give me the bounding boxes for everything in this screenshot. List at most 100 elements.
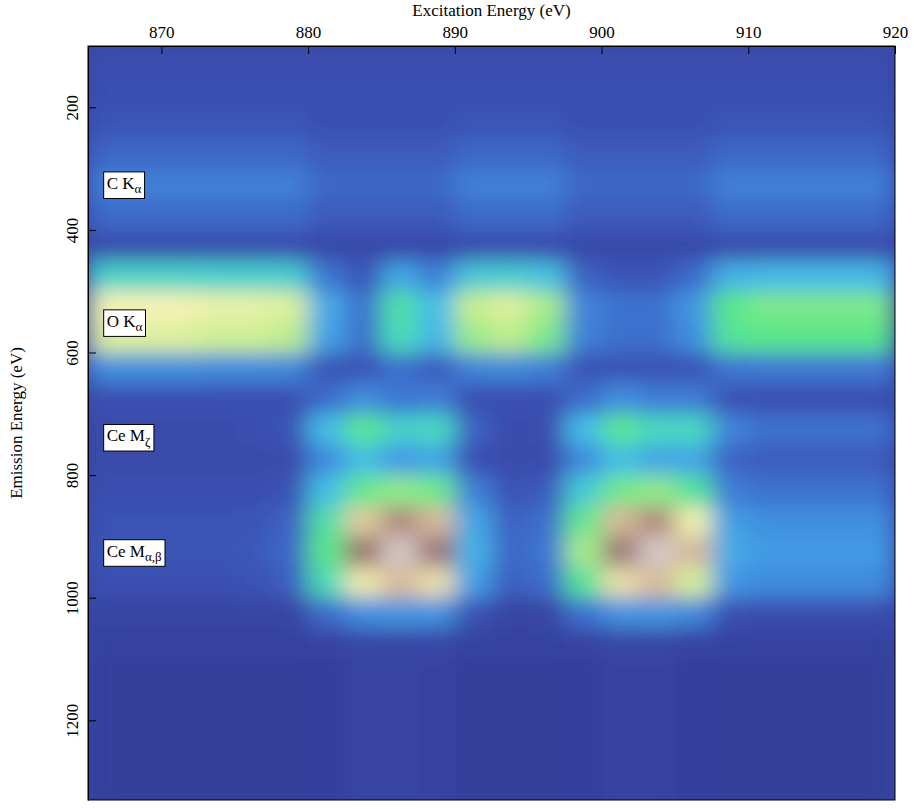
heatmap-cell (345, 782, 382, 800)
heatmap-cell (492, 322, 529, 353)
heatmap-cell (345, 199, 382, 230)
heatmap-cell (675, 46, 712, 77)
heatmap-cell (345, 230, 382, 261)
heatmap-cell (492, 107, 529, 138)
heatmap-cell (492, 751, 529, 782)
heatmap-cell (492, 414, 529, 445)
annotation: O Kα (104, 310, 146, 337)
heatmap-cell (271, 720, 308, 751)
y-tick-mark (88, 598, 96, 599)
heatmap-cell (161, 536, 198, 567)
heatmap-cell (418, 506, 455, 537)
x-tick-mark (308, 46, 309, 54)
heatmap-cell (565, 169, 602, 200)
heatmap-cell (492, 353, 529, 384)
heatmap-cell (602, 598, 639, 629)
heatmap-cell (161, 77, 198, 108)
heatmap-cell (161, 291, 198, 322)
heatmap-cell (198, 261, 235, 292)
heatmap-cell (822, 414, 859, 445)
heatmap-cell (528, 475, 565, 506)
heatmap-cell (712, 414, 749, 445)
heatmap-cell (88, 690, 125, 721)
heatmap-cell (381, 536, 418, 567)
annotation-main: Ce M (107, 542, 145, 561)
heatmap-cell (125, 720, 162, 751)
heatmap-cell (675, 444, 712, 475)
heatmap-cell (381, 444, 418, 475)
heatmap-cell (345, 690, 382, 721)
heatmap-cell (418, 353, 455, 384)
heatmap-cell (455, 659, 492, 690)
heatmap-cell (418, 690, 455, 721)
plot-frame (88, 46, 895, 800)
heatmap-cell (271, 506, 308, 537)
heatmap-cell (161, 628, 198, 659)
heatmap-cell (565, 628, 602, 659)
heatmap-cell (235, 169, 272, 200)
heatmap-cell (822, 628, 859, 659)
heatmap-cell (308, 138, 345, 169)
heatmap-cell (675, 414, 712, 445)
heatmap-cell (418, 169, 455, 200)
heatmap-cell (565, 77, 602, 108)
heatmap-cell (455, 230, 492, 261)
heatmap-cell (602, 199, 639, 230)
heatmap-cell (271, 690, 308, 721)
heatmap-cell (492, 138, 529, 169)
heatmap-cell (308, 230, 345, 261)
heatmap-cell (638, 690, 675, 721)
heatmap-cell (492, 782, 529, 800)
heatmap-cell (345, 659, 382, 690)
heatmap-cell (675, 199, 712, 230)
heatmap-cell (638, 383, 675, 414)
heatmap-cell (271, 536, 308, 567)
heatmap-cell (418, 230, 455, 261)
heatmap-cell (345, 261, 382, 292)
heatmap-cell (308, 169, 345, 200)
heatmap-cell (748, 475, 785, 506)
heatmap-cell (345, 353, 382, 384)
heatmap-cell (418, 536, 455, 567)
heatmap-cell (198, 444, 235, 475)
x-tick-label: 890 (443, 23, 469, 42)
annotation-main: O K (107, 312, 137, 331)
heatmap-cell (565, 46, 602, 77)
heatmap-cell (418, 414, 455, 445)
heatmap-cell (565, 291, 602, 322)
heatmap-cell (161, 199, 198, 230)
annotation-label: O Kα (107, 312, 143, 335)
heatmap-cell (785, 383, 822, 414)
heatmap-cell (235, 230, 272, 261)
annotation: Ce Mα,β (104, 540, 165, 567)
heatmap-cell (565, 261, 602, 292)
heatmap-cell (785, 598, 822, 629)
heatmap-cell (822, 77, 859, 108)
heatmap-cell (858, 475, 895, 506)
heatmap-cell (235, 414, 272, 445)
heatmap-cell (198, 353, 235, 384)
heatmap-cell (381, 199, 418, 230)
heatmap-cell (198, 475, 235, 506)
heatmap-cell (565, 536, 602, 567)
heatmap-cell (455, 322, 492, 353)
heatmap-cell (125, 506, 162, 537)
heatmap-cell (88, 77, 125, 108)
heatmap-cell (675, 322, 712, 353)
heatmap-cell (748, 230, 785, 261)
heatmap-cell (455, 444, 492, 475)
heatmap-cell (748, 77, 785, 108)
heatmap-cell (528, 690, 565, 721)
heatmap-cell (418, 720, 455, 751)
heatmap-cell (125, 107, 162, 138)
heatmap-cell (198, 782, 235, 800)
heatmap-cell (822, 261, 859, 292)
heatmap-cell (235, 138, 272, 169)
heatmap-cell (528, 628, 565, 659)
heatmap-cell (271, 567, 308, 598)
heatmap-cell (271, 383, 308, 414)
heatmap-cell (565, 322, 602, 353)
heatmap-cell (381, 383, 418, 414)
heatmap-cell (271, 444, 308, 475)
heatmap-cell (785, 414, 822, 445)
